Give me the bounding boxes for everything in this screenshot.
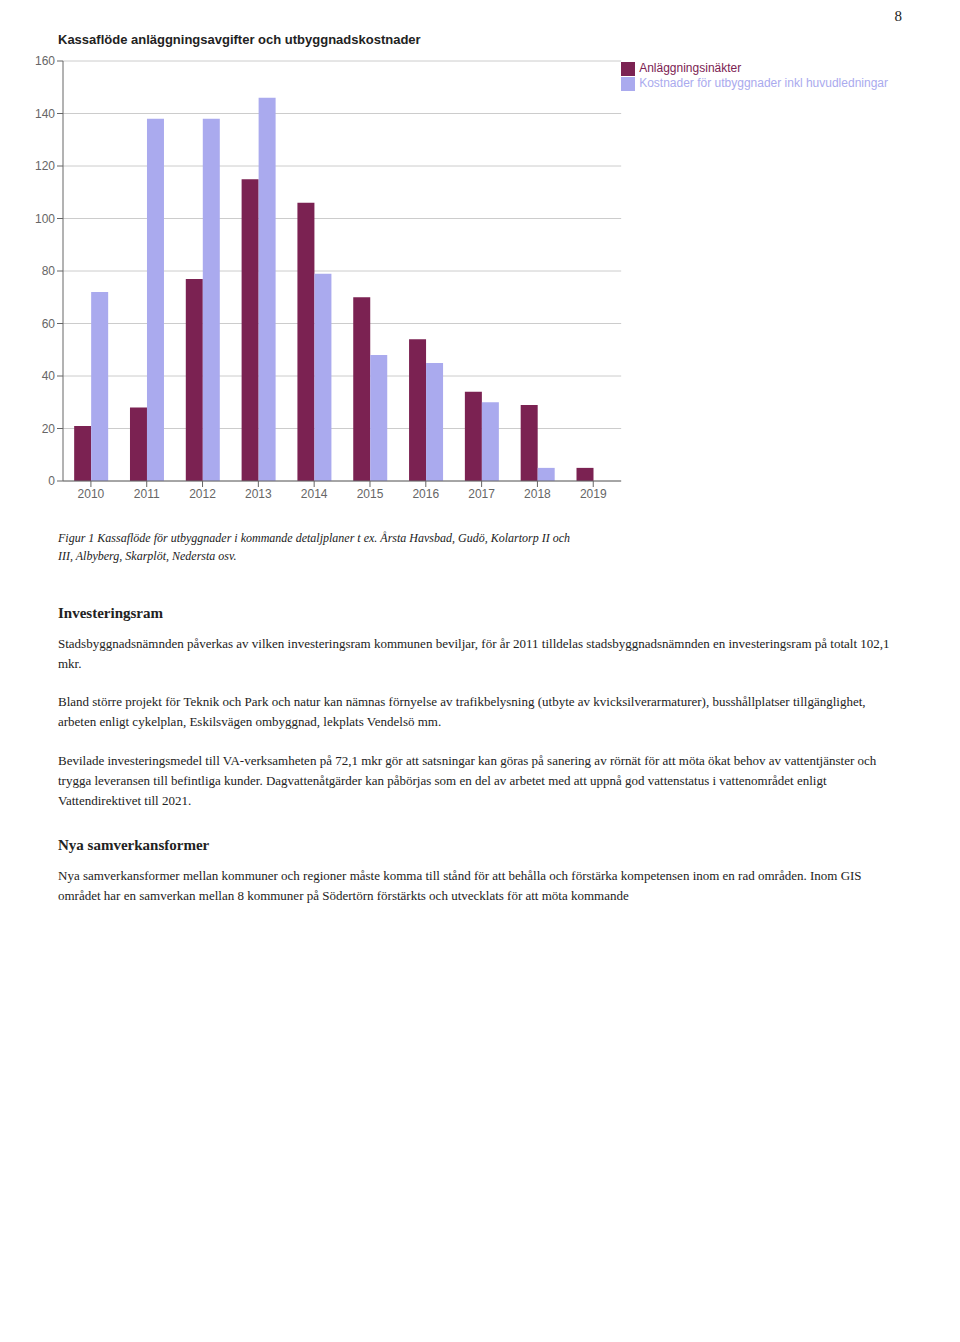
html-text:Kassaflöde anläggningsavgifter: Kassaflöde anläggningsavgifter och utbyg… — [58, 32, 421, 47]
svg-text:160: 160 — [35, 54, 55, 68]
svg-text:2019: 2019 — [580, 487, 607, 501]
svg-text:80: 80 — [42, 264, 56, 278]
html-text:Figur 1 Kassaflöde för utbyggn: Figur 1 Kassaflöde för utbyggnader i kom… — [58, 531, 570, 545]
svg-text:2014: 2014 — [301, 487, 328, 501]
svg-text:20: 20 — [42, 422, 56, 436]
svg-text:100: 100 — [35, 212, 55, 226]
html-text:Kostnader för utbyggnader inkl: Kostnader för utbyggnader inkl huvudledn… — [639, 75, 888, 90]
svg-text:2018: 2018 — [524, 487, 551, 501]
html-text:III, Albyberg, Skarplöt, Neder: III, Albyberg, Skarplöt, Nedersta osv. — [58, 549, 237, 563]
svg-text:140: 140 — [35, 107, 55, 121]
svg-text:2011: 2011 — [134, 487, 160, 501]
svg-text:2012: 2012 — [189, 487, 216, 501]
html-text:Nya samverkansformer: Nya samverkansformer — [58, 837, 210, 853]
svg-text:120: 120 — [35, 159, 55, 173]
svg-text:2013: 2013 — [245, 487, 272, 501]
svg-text:2015: 2015 — [357, 487, 384, 501]
svg-text:40: 40 — [42, 369, 56, 383]
html-text:Anläggningsinäkter: Anläggningsinäkter — [639, 61, 742, 75]
html-text:Bevilade investeringsmedel til: Bevilade investeringsmedel till VA-verks… — [58, 752, 877, 808]
svg-text:2016: 2016 — [412, 487, 439, 501]
svg-text:0: 0 — [48, 474, 55, 488]
html-text:Investeringsram: Investeringsram — [58, 605, 163, 621]
svg-text:2010: 2010 — [78, 487, 105, 501]
html-text:Stadsbyggnadsnämnden påverkas: Stadsbyggnadsnämnden påverkas av vilken … — [58, 636, 890, 672]
svg-text:2017: 2017 — [468, 487, 495, 501]
html-text:Bland större projekt för Tekni: Bland större projekt för Teknik och Park… — [58, 694, 866, 730]
html-text:8: 8 — [894, 8, 902, 24]
svg-text:60: 60 — [42, 317, 56, 331]
html-text:Nya samverkansformer mellan ko: Nya samverkansformer mellan kommuner och… — [58, 868, 862, 904]
